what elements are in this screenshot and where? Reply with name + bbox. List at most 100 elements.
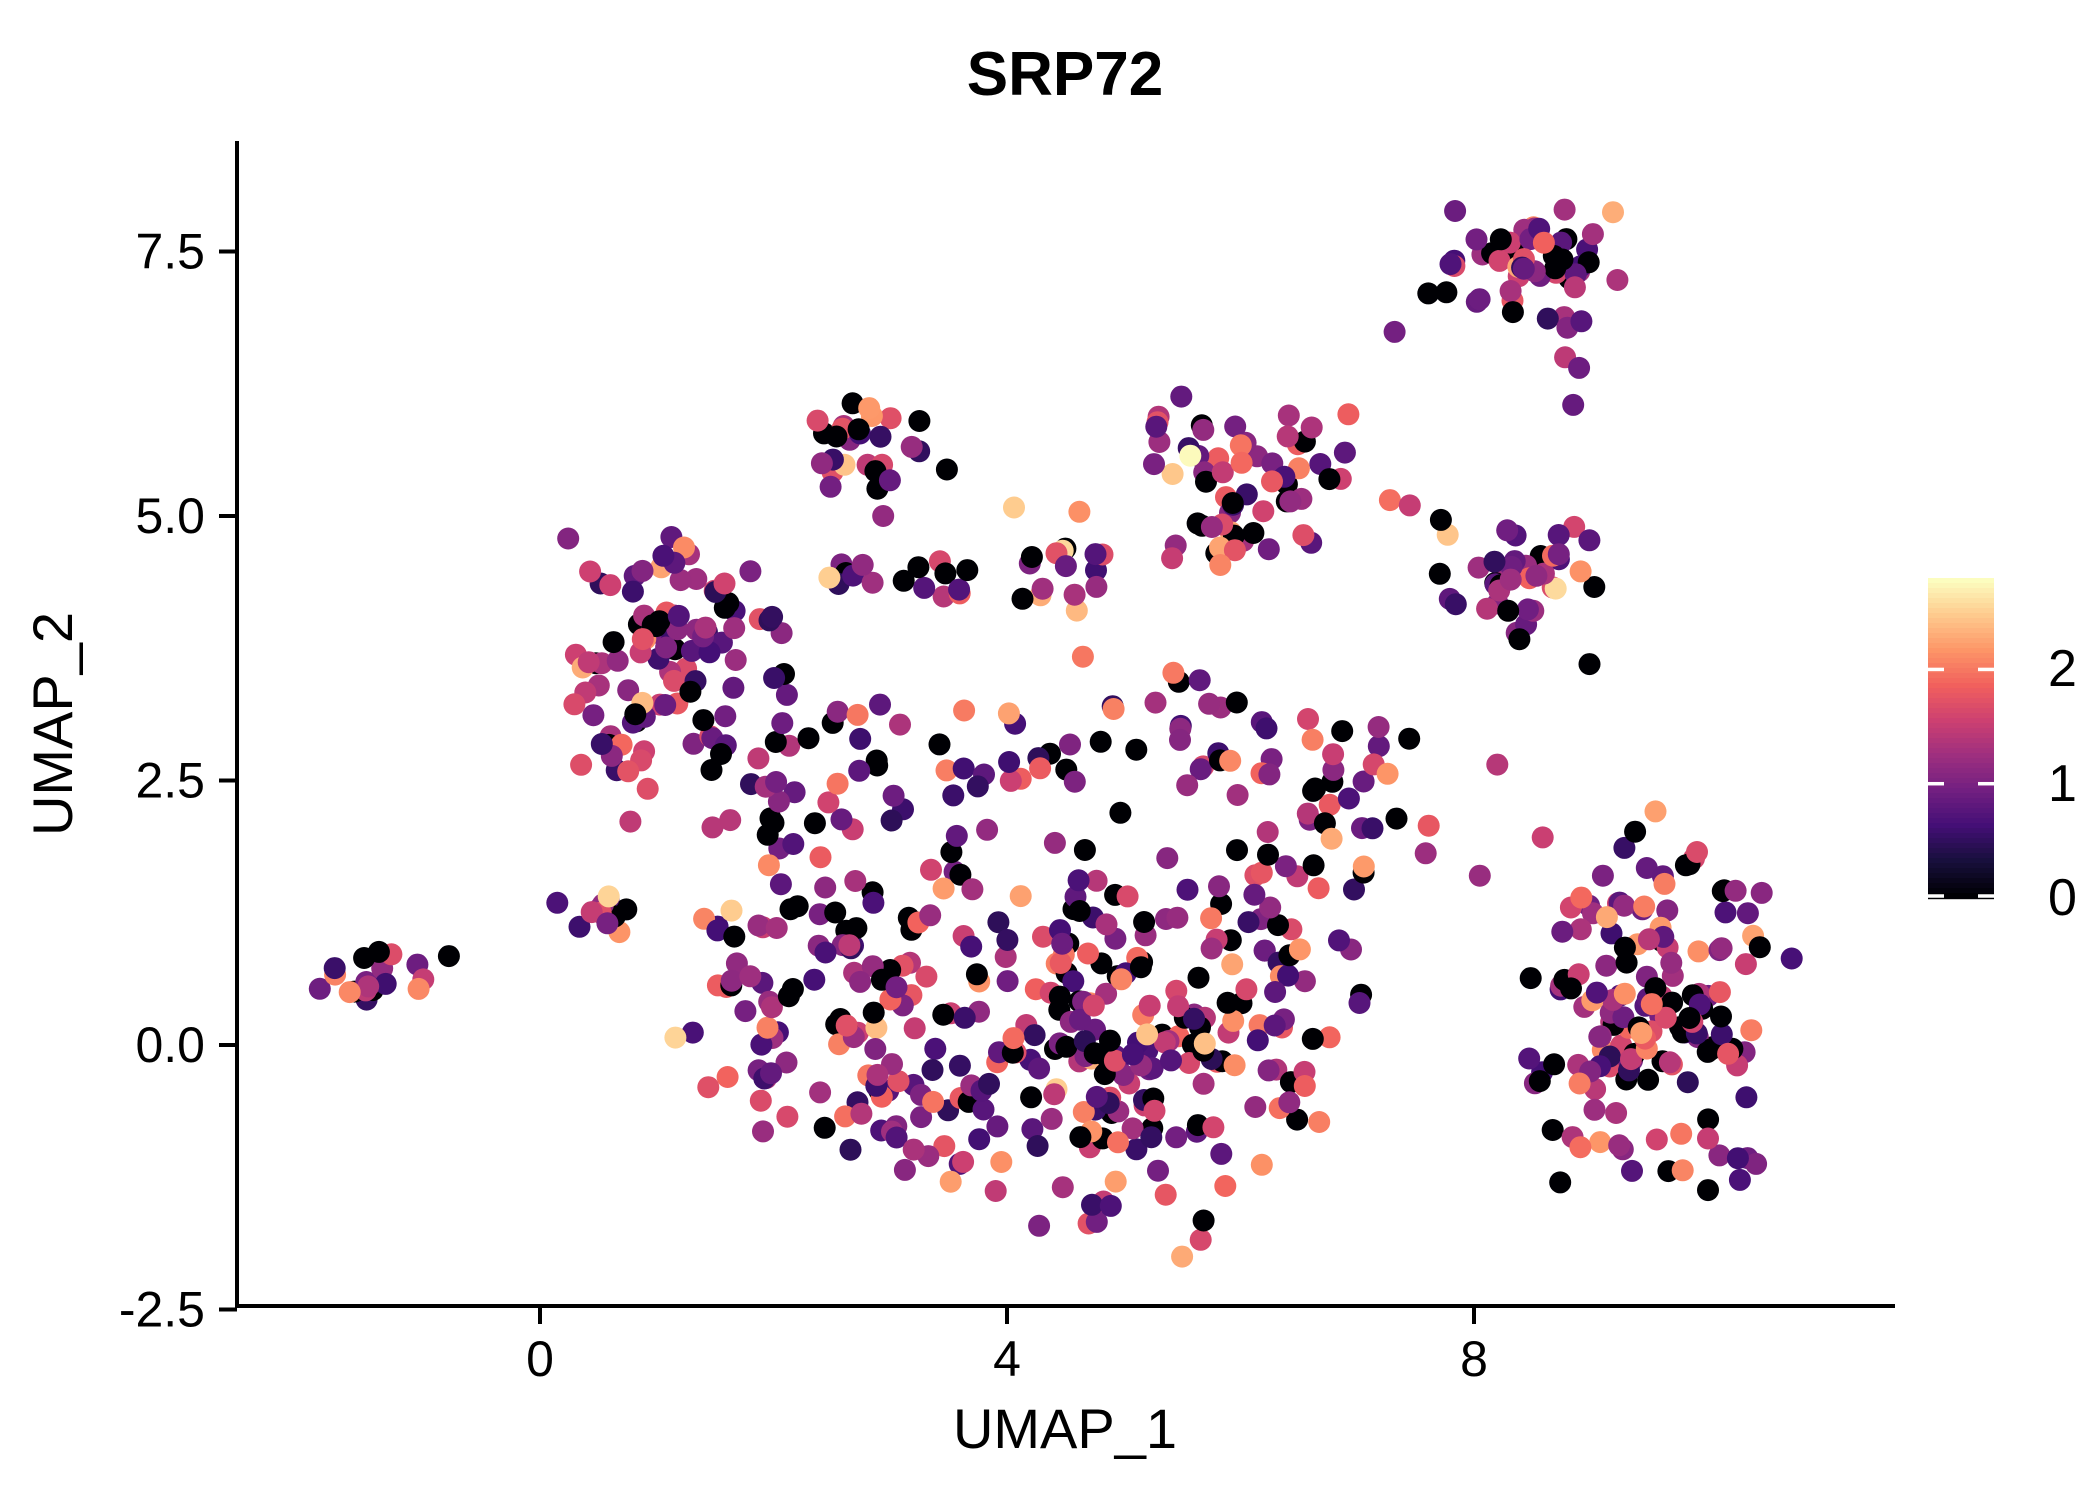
data-point [1687, 940, 1710, 963]
data-point [749, 1089, 772, 1112]
data-point [1710, 937, 1733, 960]
data-point [1780, 947, 1803, 970]
data-point [1020, 546, 1043, 568]
data-point [949, 863, 972, 886]
data-point [1145, 415, 1168, 438]
data-point [1570, 886, 1593, 909]
data-point [619, 810, 642, 833]
y-tick-label: 0.0 [135, 1017, 205, 1073]
data-point [756, 1016, 779, 1039]
data-point [1125, 738, 1148, 761]
data-point [570, 753, 593, 776]
data-point [1069, 1008, 1091, 1031]
data-point [956, 559, 979, 582]
data-point [984, 1180, 1007, 1202]
data-point [1563, 276, 1586, 299]
data-point [775, 1051, 798, 1074]
data-point [934, 562, 957, 585]
data-point [1531, 826, 1554, 849]
data-point [1528, 1070, 1551, 1093]
data-point [1223, 1054, 1246, 1077]
data-point [903, 1017, 926, 1040]
data-point [1429, 508, 1452, 531]
points-layer [308, 198, 1803, 1268]
data-point [1161, 547, 1184, 570]
data-point [701, 816, 724, 839]
data-point [546, 891, 569, 914]
x-tick-label: 4 [993, 1331, 1021, 1387]
data-point [1676, 1071, 1699, 1094]
data-point [769, 873, 792, 896]
data-point [1154, 1183, 1177, 1206]
data-point [1640, 993, 1663, 1016]
data-point [1256, 821, 1279, 843]
data-point [1003, 496, 1025, 519]
data-point [1221, 492, 1244, 514]
data-point [1051, 932, 1074, 955]
data-point [710, 743, 732, 765]
data-point [1512, 257, 1535, 280]
data-point [910, 1106, 933, 1129]
data-point [1444, 593, 1467, 616]
data-point [1026, 1135, 1049, 1157]
data-point [1138, 994, 1161, 1017]
data-point [1288, 938, 1311, 961]
data-point [764, 731, 787, 753]
data-point [885, 976, 908, 999]
data-point [1624, 820, 1647, 843]
data-point [935, 458, 958, 481]
data-point [1153, 1031, 1176, 1054]
data-point [1745, 1152, 1768, 1175]
data-point [776, 1105, 799, 1128]
data-point [1595, 954, 1618, 977]
data-point [1021, 1118, 1044, 1141]
data-point [1210, 1142, 1233, 1165]
data-point [437, 945, 460, 968]
data-point [1257, 843, 1279, 866]
data-point [952, 757, 975, 780]
data-point [1009, 885, 1032, 908]
data-point [1585, 981, 1608, 1004]
x-tick-label: 8 [1460, 1331, 1488, 1387]
data-point [1644, 800, 1667, 823]
data-point [1654, 1006, 1677, 1029]
data-point [1043, 1083, 1066, 1106]
data-point [723, 925, 746, 948]
data-point [338, 981, 361, 1004]
data-point [664, 1026, 687, 1049]
data-point [724, 649, 747, 671]
data-point [1244, 1096, 1267, 1118]
data-point [606, 649, 629, 672]
data-point [367, 940, 390, 963]
data-point [685, 568, 708, 590]
data-point [1653, 872, 1676, 895]
data-point [797, 727, 820, 750]
data-point [972, 1098, 995, 1121]
data-point [1028, 1214, 1051, 1237]
data-point [739, 560, 762, 583]
data-point [580, 901, 603, 924]
data-point [1678, 1007, 1701, 1029]
data-point [1322, 758, 1345, 781]
data-point [1121, 1117, 1144, 1140]
data-point [1121, 1043, 1144, 1066]
data-point [1221, 953, 1244, 976]
data-point [806, 409, 829, 432]
data-point [1073, 839, 1096, 861]
data-point [1352, 855, 1375, 878]
data-point [1136, 1023, 1159, 1046]
data-point [932, 1003, 955, 1026]
data-point [1613, 982, 1636, 1005]
data-point [1222, 1009, 1245, 1032]
data-point [1465, 228, 1488, 251]
data-point [1067, 869, 1090, 892]
data-point [965, 963, 988, 986]
y-tick-label: 7.5 [135, 224, 205, 280]
data-point [577, 651, 600, 674]
data-point [803, 968, 826, 991]
data-point [648, 610, 671, 633]
data-point [579, 560, 602, 583]
data-point [1569, 918, 1592, 941]
data-point [880, 809, 903, 832]
data-point [681, 1021, 704, 1044]
